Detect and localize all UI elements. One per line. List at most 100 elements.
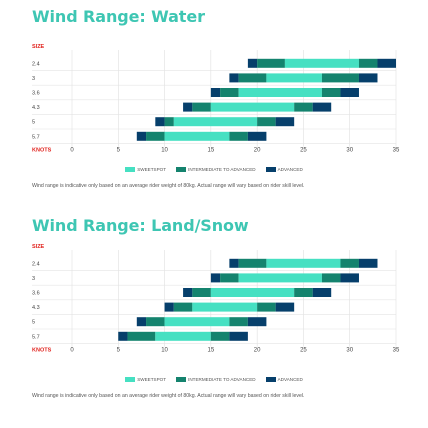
bar-segment — [238, 258, 267, 268]
legend-advanced-swatch — [265, 377, 276, 382]
bar-segment — [220, 88, 239, 97]
bar-segment — [127, 331, 156, 341]
bar-segment — [229, 258, 239, 268]
x-tick-label: 25 — [300, 148, 307, 154]
legend-advanced-swatch — [265, 167, 276, 172]
bar-segment — [210, 273, 221, 283]
bar-segment — [146, 131, 165, 141]
water-chart-title: Wind Range: Water — [32, 7, 205, 26]
bar-segment — [312, 288, 332, 297]
legend-intermediate-swatch — [176, 377, 187, 382]
size-label: 3 — [32, 76, 35, 82]
land-snow-chart-title: Wind Range: Land/Snow — [32, 216, 249, 235]
water-section: Wind Range: Water SIZE 2.4 3 3.6 4.3 5 5.7 KNOT… — [0, 7, 428, 189]
bar-segment — [321, 73, 359, 83]
legend-sweetspot-label: SWEETSPOT — [137, 377, 167, 382]
bar-segment — [220, 273, 239, 283]
x-tick-label: 0 — [70, 148, 74, 154]
bar-segment — [173, 117, 258, 127]
legend-intermediate-label: INTERMEDIATE TO ADVANCED — [188, 377, 256, 382]
size-label: 3.6 — [32, 91, 40, 97]
bar-segment — [164, 317, 230, 327]
legend-intermediate-swatch — [176, 167, 187, 172]
bar-segment — [266, 258, 341, 268]
bar-segment — [321, 273, 341, 283]
bar-segment — [266, 73, 322, 83]
bar-segment — [247, 58, 258, 68]
bar-segment — [183, 102, 193, 112]
bar-segment — [257, 117, 276, 127]
bar-segment — [275, 117, 295, 127]
x-tick-label: 15 — [208, 348, 215, 354]
bar-segment — [284, 58, 359, 68]
bar-segment — [164, 302, 174, 312]
legend-sweetspot: SWEETSPOT — [125, 167, 166, 172]
bar-segment — [146, 317, 165, 327]
size-label: 3.6 — [32, 291, 40, 297]
bar-segment — [340, 88, 359, 97]
bar-segment — [229, 73, 239, 83]
bar-segment — [183, 288, 193, 297]
bar-segment — [238, 88, 322, 97]
legend-advanced: ADVANCED — [265, 377, 303, 382]
bar-segment — [173, 302, 193, 312]
bar-segment — [377, 58, 396, 68]
bar-segment — [164, 131, 230, 141]
size-label: 5.7 — [32, 334, 40, 340]
x-tick-label: 20 — [254, 148, 261, 154]
x-tick-label: 35 — [393, 148, 400, 154]
legend-intermediate-label: INTERMEDIATE TO ADVANCED — [188, 167, 256, 172]
legend-sweetspot-swatch — [125, 377, 136, 382]
bar-segment — [294, 288, 313, 297]
size-label: 5 — [32, 320, 35, 326]
legend-sweetspot-swatch — [125, 167, 136, 172]
water-chart: SIZE 2.4 3 3.6 4.3 5 5.7 KNOTS 0 5 10 15 20 25 30 35 — [32, 44, 400, 154]
x-tick-label: 10 — [161, 148, 168, 154]
x-tick-label: 5 — [117, 148, 121, 154]
water-note: Wind range is indicative only based on a… — [32, 183, 305, 189]
size-axis-label: SIZE — [32, 44, 45, 50]
size-label: 2.4 — [32, 261, 40, 267]
bar-segment — [192, 302, 258, 312]
bar-segment — [358, 58, 378, 68]
water-legend: SWEETSPOT INTERMEDIATE TO ADVANCED ADVAN… — [0, 167, 428, 172]
size-axis-label: SIZE — [32, 244, 45, 250]
knots-axis-label: KNOTS — [32, 148, 52, 154]
x-tick-label: 25 — [300, 348, 307, 354]
legend-intermediate: INTERMEDIATE TO ADVANCED — [176, 377, 256, 382]
legend-advanced-label: ADVANCED — [277, 377, 303, 382]
bar-segment — [155, 331, 211, 341]
bar-segment — [136, 317, 147, 327]
bar-segment — [321, 88, 341, 97]
size-label: 5 — [32, 120, 35, 126]
x-tick-label: 5 — [117, 348, 121, 354]
knots-axis-label: KNOTS — [32, 348, 52, 354]
x-tick-label: 10 — [161, 348, 168, 354]
bar-segment — [340, 258, 359, 268]
bar-segment — [155, 117, 165, 127]
bar-segment — [164, 117, 174, 127]
x-tick-label: 15 — [208, 148, 215, 154]
x-tick-label: 30 — [346, 148, 353, 154]
bar-segment — [118, 331, 128, 341]
x-tick-label: 30 — [346, 348, 353, 354]
bar-segment — [247, 131, 267, 141]
bar-segment — [136, 131, 147, 141]
bar-segment — [358, 73, 378, 83]
bar-segment — [192, 288, 211, 297]
legend-intermediate: INTERMEDIATE TO ADVANCED — [176, 167, 256, 172]
bar-segment — [275, 302, 295, 312]
size-label: 2.4 — [32, 61, 40, 67]
land-snow-legend: SWEETSPOT INTERMEDIATE TO ADVANCED ADVAN… — [0, 377, 428, 382]
bar-segment — [257, 302, 276, 312]
bar-segment — [229, 317, 248, 327]
x-tick-label: 20 — [254, 348, 261, 354]
bar-segment — [210, 102, 295, 112]
bar-segment — [358, 258, 378, 268]
legend-sweetspot-label: SWEETSPOT — [137, 167, 167, 172]
size-label: 4.3 — [32, 305, 40, 311]
bar-segment — [247, 317, 267, 327]
land-snow-section: Wind Range: Land/Snow SIZE 2.4 3 3.6 4.3 5 5.7… — [0, 214, 428, 428]
land-snow-chart: SIZE 2.4 3 3.6 4.3 5 5.7 KNOTS 0 5 10 15 20 25 30 35 — [32, 244, 400, 354]
bar-segment — [192, 102, 211, 112]
